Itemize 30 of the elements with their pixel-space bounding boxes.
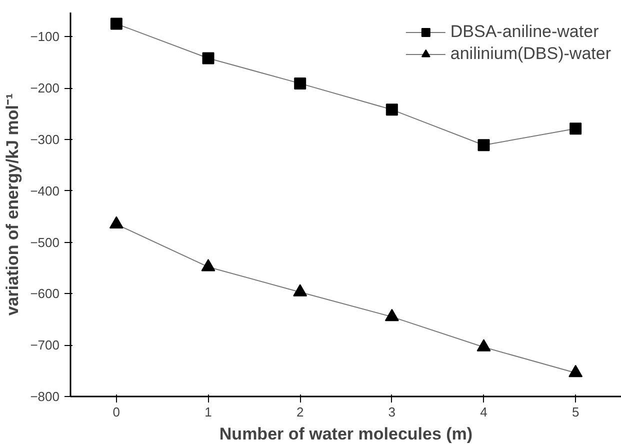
y-tick-label: −700 [30, 338, 60, 353]
y-tick-label: −200 [30, 80, 60, 96]
y-tick-label: −100 [30, 29, 60, 44]
y-tick-label: −400 [30, 183, 60, 198]
point [109, 216, 124, 229]
point [478, 139, 490, 152]
y-axis-title: variation of energy/kJ mol⁻¹ [3, 92, 22, 316]
point [568, 364, 583, 378]
point [293, 284, 308, 296]
point [386, 104, 398, 116]
x-tick-label: 0 [112, 404, 120, 420]
x-tick-label: 5 [572, 404, 580, 420]
x-tick-label: 4 [480, 404, 488, 420]
y-tick-label: −500 [30, 234, 60, 250]
x-tick-label: 3 [388, 404, 396, 420]
point [202, 52, 214, 64]
legend-label: anilinium(DBS)-water [450, 44, 611, 64]
point [570, 122, 582, 135]
x-tick-label: 1 [204, 404, 212, 420]
y-tick-label: −600 [30, 286, 60, 302]
x-axis-title: Number of water molecules (m) [219, 424, 473, 444]
x-tick-label: 2 [296, 404, 304, 420]
point [384, 308, 399, 322]
point [476, 339, 491, 352]
y-tick-label: −300 [30, 132, 60, 147]
point [201, 258, 216, 272]
point [294, 77, 306, 90]
legend-label: DBSA-aniline-water [450, 22, 599, 42]
point [110, 18, 122, 30]
y-tick-label: −800 [30, 389, 60, 404]
